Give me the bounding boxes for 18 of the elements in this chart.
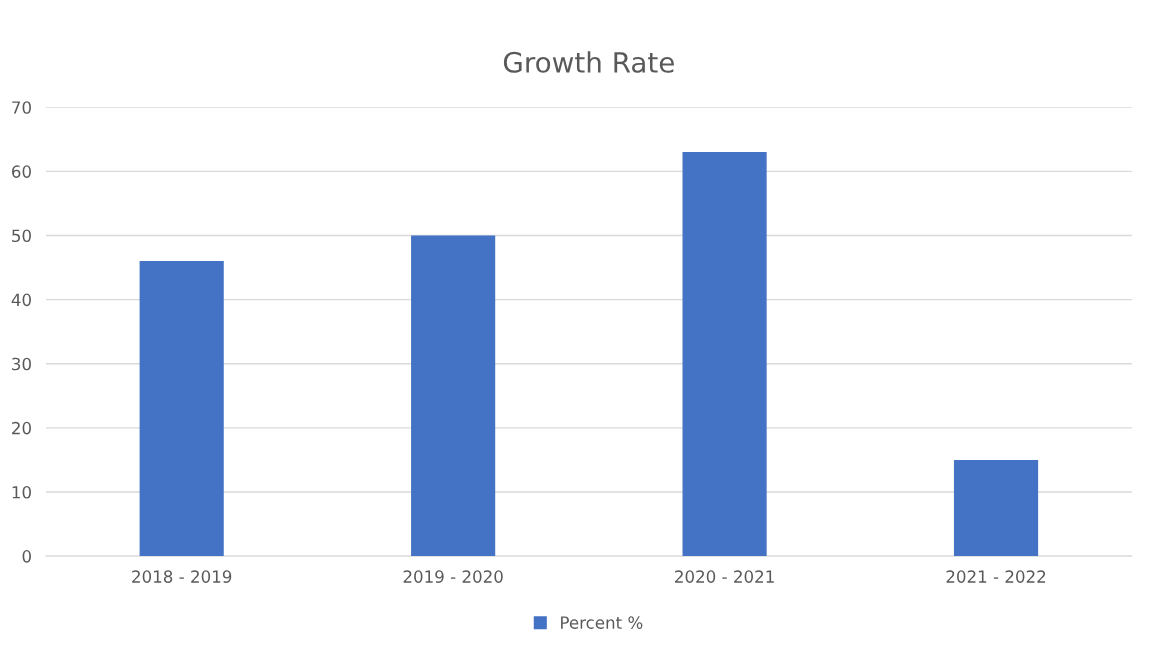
chart-title: Growth Rate [503,51,674,73]
bar [139,261,224,557]
y-tick-label: 50 [12,229,31,243]
y-tick-label: 60 [12,165,31,178]
y-tick-label: 20 [12,421,31,435]
y-tick-label: 70 [12,101,31,114]
bar [411,235,496,557]
legend-label: Percent % [561,616,643,629]
x-tick-label: 2020 - 2021 [675,570,774,583]
bar [953,459,1039,557]
y-tick-label: 40 [11,293,31,307]
bar [682,152,767,557]
x-tick-label: 2019 - 2020 [403,570,503,583]
y-tick-label: 0 [22,550,31,563]
y-tick-label: 30 [12,357,31,371]
x-tick-label: 2021 - 2022 [946,570,1046,583]
x-tick-label: 2018 - 2019 [132,570,232,583]
y-tick-label: 10 [12,485,31,499]
